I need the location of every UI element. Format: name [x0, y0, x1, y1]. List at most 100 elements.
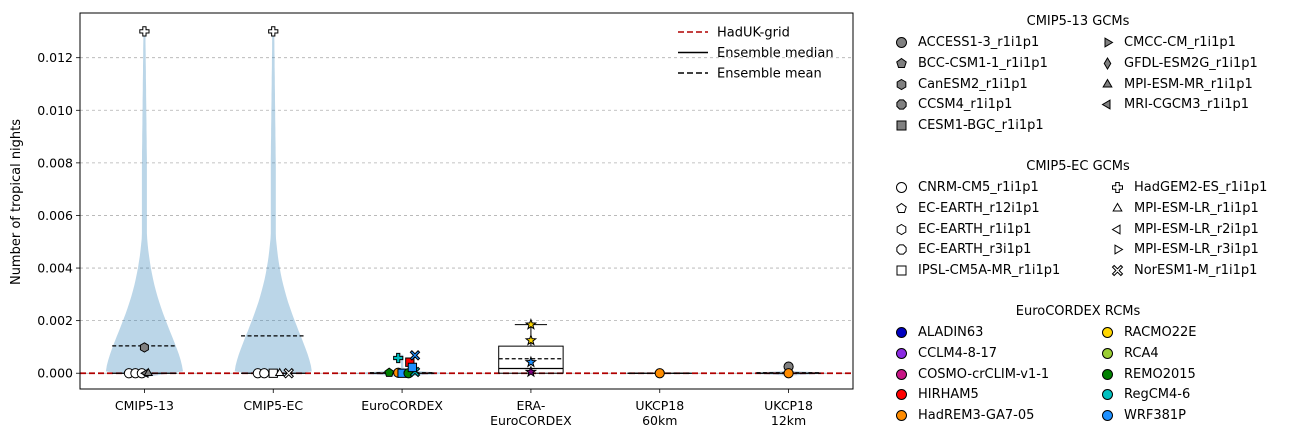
legend-item-label: EC-EARTH_r3i1p1: [918, 242, 1032, 258]
square-marker-icon: [896, 265, 907, 276]
legend-item-label: CCLM4-8-17: [918, 345, 998, 361]
legend-item: ALADIN63: [895, 325, 983, 340]
data-point-star: [524, 333, 538, 346]
legend-item: CESM1-BGC_r1i1p1: [895, 118, 1044, 133]
data-point-star: [524, 318, 538, 330]
violin-body: [354, 354, 450, 378]
legend-item: GFDL-ESM2G_r1i1p1: [1101, 56, 1258, 71]
legend-item: RegCM4-6: [1101, 387, 1190, 402]
inner-legend-label: Ensemble mean: [717, 67, 822, 82]
legend-item: CNRM-CM5_r1i1p1: [895, 180, 1039, 195]
circle-marker-icon: [1101, 327, 1114, 338]
data-point-square: [407, 362, 418, 373]
legend-item: IPSL-CM5A-MR_r1i1p1: [895, 263, 1060, 278]
data-point-plus: [139, 26, 150, 37]
data-point-plus: [268, 26, 279, 37]
legend-item: EC-EARTH_r1i1p1: [895, 222, 1031, 237]
triangle-left-marker-icon: [1101, 99, 1111, 111]
data-point-star: [524, 355, 538, 368]
x-tick-label: 12km: [771, 413, 806, 428]
data-point-hexagon: [139, 342, 149, 353]
data-point-triangle-up: [143, 367, 154, 377]
legend-item: HadREM3-GA7-05: [895, 408, 1034, 423]
triangle-left-marker-icon: [1111, 223, 1121, 235]
y-tick-label: 0.002: [37, 313, 73, 328]
data-point-circle: [654, 368, 665, 379]
data-point-circle: [259, 368, 270, 379]
y-tick-label: 0.004: [37, 261, 73, 276]
violin-body: [105, 31, 183, 378]
legend-item: WRF381P: [1101, 408, 1186, 423]
legend-item: MRI-CGCM3_r1i1p1: [1101, 97, 1249, 112]
legend-item-label: RACMO22E: [1124, 325, 1197, 340]
circle-marker-icon: [1101, 389, 1114, 401]
legend-item-label: RCA4: [1124, 345, 1159, 361]
x-tick-label: CMIP5-13: [115, 398, 174, 413]
hexagon-marker-icon: [896, 223, 907, 235]
legend-item: RCA4: [1101, 346, 1159, 361]
legend-item: BCC-CSM1-1_r1i1p1: [895, 56, 1048, 71]
legend-item-label: COSMO-crCLIM-v1-1: [918, 366, 1050, 382]
square-marker-icon: [896, 120, 907, 131]
legend-item: MPI-ESM-LR_r3i1p1: [1111, 242, 1259, 257]
x-tick-label: CMIP5-EC: [243, 398, 303, 413]
legend-item-label: WRF381P: [1124, 408, 1187, 424]
data-point-square: [268, 368, 278, 378]
legend-item-label: CMCC-CM_r1i1p1: [1124, 35, 1236, 50]
data-point-star: [524, 365, 538, 378]
legend-group-title: CMIP5-13 GCMs: [1026, 14, 1130, 29]
y-tick-label: 0.008: [37, 155, 73, 170]
plot-frame: [79, 12, 854, 390]
legend-item-label: MPI-ESM-MR_r1i1p1: [1124, 76, 1253, 92]
y-axis-label: Number of tropical nights: [9, 119, 24, 285]
legend-item-label: GFDL-ESM2G_r1i1p1: [1124, 55, 1258, 71]
pentagon-marker-icon: [896, 57, 907, 68]
legend-group-title: EuroCORDEX RCMs: [1015, 304, 1141, 319]
triangle-up-marker-icon: [1112, 202, 1123, 212]
triangle-right-marker-icon: [1104, 37, 1114, 48]
legend-item-label: RegCM4-6: [1124, 387, 1191, 403]
legend-item-label: MPI-ESM-LR_r2i1p1: [1134, 221, 1259, 237]
legend-item: HIRHAM5: [895, 387, 979, 402]
legend-item-label: CanESM2_r1i1p1: [918, 76, 1028, 92]
octagon-marker-icon: [896, 99, 907, 111]
data-point-x: [409, 350, 421, 361]
legend-item: EC-EARTH_r12i1p1: [895, 201, 1040, 216]
circle-marker-icon: [1101, 368, 1114, 380]
legend-item: MPI-ESM-LR_r2i1p1: [1111, 222, 1259, 237]
legend-item: NorESM1-M_r1i1p1: [1111, 263, 1257, 278]
x-tick-label: EuroCORDEX: [490, 413, 572, 428]
data-point-plus: [393, 352, 404, 364]
data-point-circle: [783, 368, 794, 379]
diamond-marker-icon: [1103, 56, 1112, 70]
legend-item-label: BCC-CSM1-1_r1i1p1: [918, 55, 1048, 71]
legend-item-label: HadREM3-GA7-05: [918, 408, 1035, 424]
inner-legend: HadUK-grid Ensemble median Ensemble mean: [678, 26, 834, 82]
legend-item-label: NorESM1-M_r1i1p1: [1134, 263, 1258, 279]
legend-item-label: EC-EARTH_r1i1p1: [918, 221, 1032, 237]
legend-item-label: CESM1-BGC_r1i1p1: [918, 118, 1044, 134]
inner-legend-label: Ensemble median: [717, 46, 834, 61]
circle-marker-icon: [895, 327, 908, 338]
legend-item-label: MPI-ESM-LR_r3i1p1: [1134, 242, 1259, 258]
circle-marker-icon: [895, 182, 908, 193]
x-tick-label: UKCP18: [764, 398, 813, 413]
legend-item: RACMO22E: [1101, 325, 1196, 340]
x-tick-label: EuroCORDEX: [361, 398, 443, 413]
triangle-up-marker-icon: [1102, 78, 1113, 88]
circle-marker-icon: [895, 410, 908, 422]
legend-item: CCLM4-8-17: [895, 346, 997, 361]
data-point-pentagon: [384, 367, 395, 377]
legend-item-label: ACCESS1-3_r1i1p1: [918, 35, 1040, 50]
legend-item-label: EC-EARTH_r12i1p1: [918, 200, 1040, 216]
plus-marker-icon: [1112, 182, 1123, 193]
legend-item: CCSM4_r1i1p1: [895, 97, 1012, 112]
circle-marker-icon: [895, 389, 908, 401]
legend-item-label: MPI-ESM-LR_r1i1p1: [1134, 200, 1259, 216]
legend-item: CanESM2_r1i1p1: [895, 77, 1028, 92]
legend-item: MPI-ESM-LR_r1i1p1: [1111, 201, 1259, 216]
circle-marker-icon: [895, 368, 908, 380]
violin-body: [234, 31, 312, 378]
octagon-marker-icon: [896, 244, 907, 256]
legend-item: ACCESS1-3_r1i1p1: [895, 35, 1039, 50]
